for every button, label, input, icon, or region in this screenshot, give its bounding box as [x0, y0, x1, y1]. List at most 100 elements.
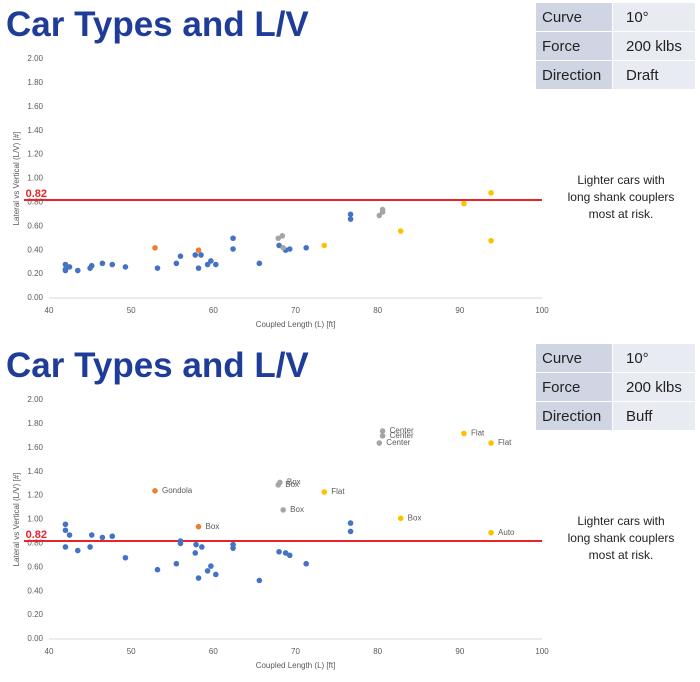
annotation: Lighter cars with	[577, 173, 664, 187]
table-key: Direction	[542, 408, 601, 425]
data-point	[488, 440, 494, 446]
y-tick-label: 1.60	[27, 102, 43, 111]
data-point	[66, 532, 73, 538]
data-point	[212, 261, 219, 268]
y-tick-label: 1.20	[27, 150, 43, 159]
data-point	[193, 541, 199, 548]
y-tick-label: 1.00	[27, 515, 43, 524]
table-key: Curve	[542, 9, 582, 26]
data-point	[62, 527, 69, 534]
x-axis-title: Coupled Length (L) [ft]	[256, 661, 336, 670]
data-point	[347, 216, 354, 222]
reference-label: 0.82	[26, 529, 47, 541]
data-point	[99, 260, 106, 267]
data-point	[256, 260, 263, 267]
data-point	[488, 529, 494, 536]
y-tick-label: 1.40	[27, 467, 43, 476]
table-value: 200 klbs	[626, 38, 682, 55]
reference-label: 0.82	[26, 188, 47, 200]
x-tick-label: 90	[455, 306, 464, 315]
table-cell	[613, 32, 695, 60]
data-point	[256, 577, 263, 584]
point-label: Flat	[498, 438, 512, 447]
data-point	[208, 258, 214, 264]
data-point	[286, 552, 293, 559]
data-point	[276, 242, 282, 249]
table-cell	[613, 3, 695, 31]
y-tick-label: 0.80	[27, 539, 43, 548]
table-cell	[536, 32, 612, 60]
data-point	[204, 261, 211, 268]
table-key: Force	[542, 38, 580, 55]
data-point	[62, 521, 69, 528]
table-cell	[613, 402, 695, 430]
data-point	[276, 548, 282, 555]
data-point	[173, 260, 180, 267]
table-value: Buff	[626, 408, 653, 425]
data-point	[280, 245, 286, 251]
x-tick-label: 40	[45, 306, 54, 315]
y-axis-title: Lateral vs Vertical (L/V) [#]	[12, 132, 21, 226]
data-point	[321, 242, 328, 249]
table-cell	[613, 344, 695, 372]
data-point	[109, 261, 116, 268]
annotation: long shank couplers	[568, 531, 675, 545]
table-cell	[613, 373, 695, 401]
x-tick-label: 50	[127, 306, 136, 315]
data-point	[154, 566, 161, 573]
data-point	[88, 262, 95, 269]
data-point	[286, 246, 293, 252]
data-point	[122, 264, 129, 270]
data-point	[488, 190, 494, 196]
data-point	[66, 264, 73, 270]
data-point	[154, 265, 161, 271]
x-tick-label: 70	[291, 306, 300, 315]
data-point	[177, 538, 184, 544]
table-cell	[613, 61, 695, 89]
point-label: Flat	[331, 487, 345, 496]
annotation: most at risk.	[589, 207, 654, 221]
data-point	[88, 532, 95, 538]
data-point	[198, 252, 204, 258]
x-tick-label: 50	[127, 647, 136, 656]
data-point	[282, 550, 289, 556]
data-point	[152, 245, 158, 251]
y-tick-label: 0.20	[27, 610, 43, 619]
x-tick-label: 80	[373, 647, 382, 656]
data-point	[99, 534, 106, 541]
data-point	[379, 206, 386, 213]
y-tick-label: 2.00	[27, 54, 43, 63]
y-tick-label: 0.00	[27, 293, 43, 302]
data-point	[74, 547, 81, 554]
data-point	[109, 533, 116, 540]
x-tick-label: 100	[535, 306, 549, 315]
point-label: Center	[390, 431, 414, 440]
data-point	[321, 489, 328, 495]
point-label: Center	[386, 438, 410, 447]
data-point	[275, 235, 282, 242]
data-point	[347, 520, 354, 526]
data-point	[152, 488, 158, 494]
y-tick-label: 1.60	[27, 443, 43, 452]
point-label: Box	[206, 522, 220, 531]
y-tick-label: 0.60	[27, 562, 43, 571]
data-point	[87, 544, 93, 550]
x-tick-label: 40	[45, 647, 54, 656]
point-label: Box	[290, 505, 304, 514]
data-point	[208, 563, 214, 569]
data-point	[280, 507, 286, 513]
data-point	[397, 228, 404, 234]
data-point	[379, 433, 386, 439]
y-tick-label: 0.60	[27, 221, 43, 230]
table-key: Force	[542, 379, 580, 396]
data-point	[230, 246, 236, 252]
x-tick-label: 60	[209, 647, 218, 656]
table-value: 200 klbs	[626, 379, 682, 396]
data-point	[279, 233, 286, 239]
data-point	[195, 523, 202, 530]
data-point	[488, 237, 494, 244]
point-label: Center	[390, 426, 414, 435]
data-point	[230, 541, 236, 548]
data-point	[347, 211, 354, 218]
